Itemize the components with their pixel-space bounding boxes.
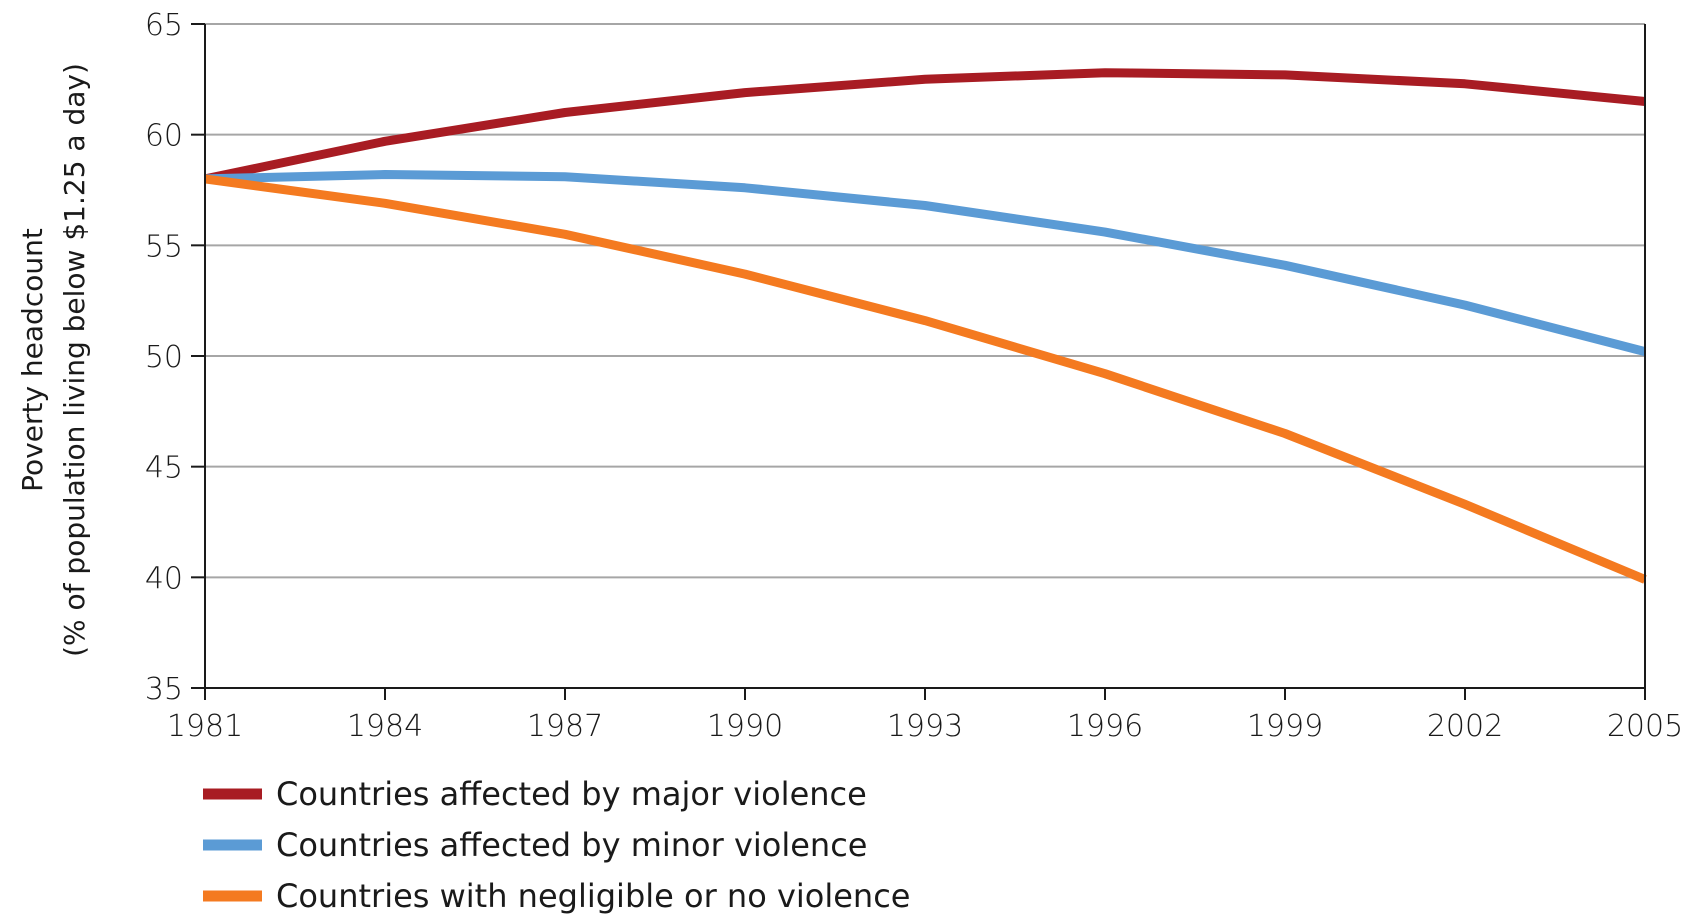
x-tick-label: 1990: [707, 709, 783, 744]
x-tick-label: 1993: [887, 709, 963, 744]
axes: [191, 23, 1646, 700]
x-tick-label: 1999: [1247, 709, 1323, 744]
legend-label: Countries affected by major violence: [276, 775, 867, 813]
x-tick-label: 1981: [167, 709, 243, 744]
legend-label: Countries with negligible or no violence: [276, 877, 910, 914]
y-axis-title: Poverty headcount (% of population livin…: [16, 63, 91, 657]
x-tick-label: 2002: [1427, 709, 1503, 744]
y-axis-title-line1: Poverty headcount: [16, 228, 49, 492]
x-tick-label: 2005: [1607, 709, 1683, 744]
series-line-1: [204, 68, 1646, 184]
series-lines: [204, 68, 1647, 584]
y-tick-label: 65: [145, 8, 183, 43]
y-tick-label: 40: [145, 561, 183, 596]
y-tick-label: 50: [145, 340, 183, 375]
legend: Countries affected by major violence Coun…: [203, 775, 910, 914]
x-tick-label: 1987: [527, 709, 603, 744]
y-tick-label: 45: [145, 451, 183, 486]
x-tick-label: 1996: [1067, 709, 1143, 744]
y-axis-title-line2: (% of population living below $1.25 a da…: [58, 63, 91, 657]
series-line-3: [204, 174, 1647, 584]
x-tick-label: 1984: [347, 709, 423, 744]
legend-label: Countries affected by minor violence: [276, 826, 867, 864]
tick-labels: 35 40 45 50 55 60 65 1981 1984 1987 1990 1993 1996 19…: [145, 8, 1683, 744]
y-tick-label: 55: [145, 229, 183, 264]
y-tick-label: 60: [145, 119, 183, 154]
y-tick-label: 35: [145, 672, 183, 707]
series-line-2: [204, 170, 1647, 356]
